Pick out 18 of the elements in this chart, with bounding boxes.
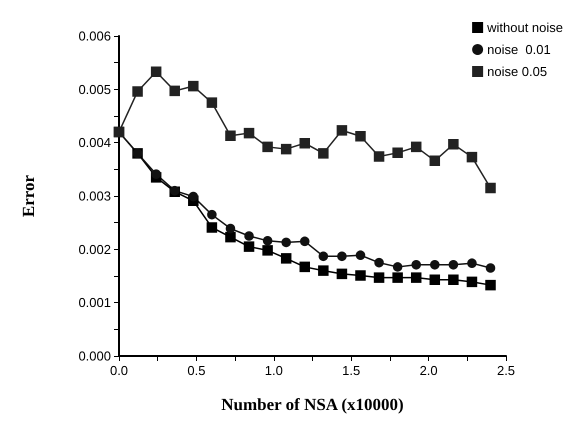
y-tick-label: 0.001 (78, 295, 111, 310)
x-axis-title: Number of NSA (x10000) (221, 395, 404, 414)
legend-label: noise 0.01 (487, 42, 551, 57)
x-tick-label: 0.5 (187, 363, 206, 378)
y-tick-label: 0.000 (78, 348, 111, 364)
y-tick-label: 0.002 (78, 242, 111, 257)
legend-label: without noise (486, 20, 564, 35)
x-tick-label: 1.5 (342, 363, 360, 378)
y-axis-title: Error (19, 174, 38, 218)
y-tick-label: 0.006 (78, 28, 111, 44)
x-tick-label: 2.0 (420, 363, 438, 378)
y-tick-label: 0.003 (78, 188, 111, 204)
x-tick-label: 2.5 (496, 363, 516, 378)
y-tick-label: 0.004 (78, 135, 111, 150)
y-tick-label: 0.005 (78, 82, 111, 97)
x-tick-label: 1.0 (264, 363, 283, 378)
legend-label: noise 0.05 (487, 64, 548, 79)
x-tick-label: 0.0 (110, 363, 128, 378)
